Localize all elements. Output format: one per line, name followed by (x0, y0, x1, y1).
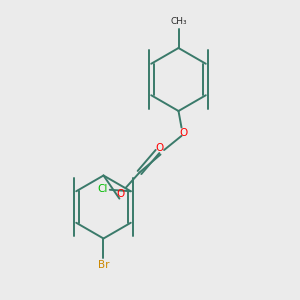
Text: Br: Br (98, 260, 109, 270)
Text: CH₃: CH₃ (170, 17, 187, 26)
Text: Cl: Cl (98, 184, 108, 194)
Text: O: O (179, 128, 187, 138)
Text: O: O (116, 189, 125, 200)
Text: O: O (156, 142, 164, 153)
